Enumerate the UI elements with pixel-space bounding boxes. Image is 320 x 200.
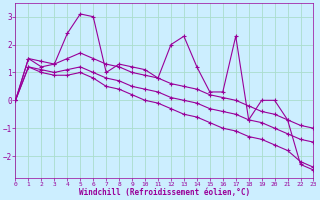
X-axis label: Windchill (Refroidissement éolien,°C): Windchill (Refroidissement éolien,°C) — [79, 188, 250, 197]
